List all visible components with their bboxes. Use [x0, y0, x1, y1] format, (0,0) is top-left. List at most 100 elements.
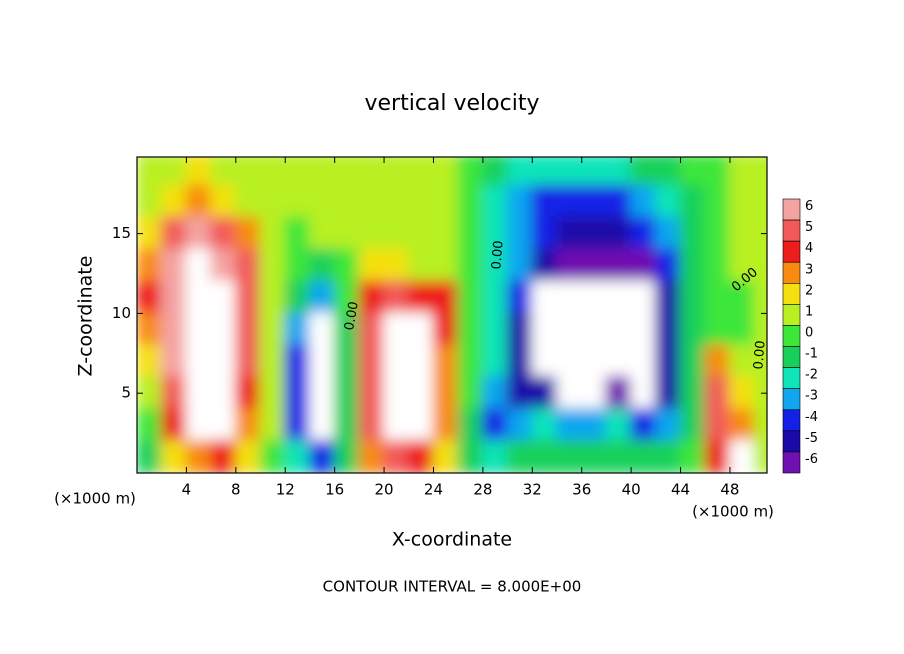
field-cell: [259, 344, 287, 379]
field-cell: [531, 216, 558, 251]
colorbar-label: 6: [805, 199, 813, 214]
field-cell: [481, 216, 509, 251]
field-cell: [630, 157, 657, 187]
field-cell: [407, 157, 435, 187]
field-cell: [432, 376, 460, 411]
field-cell: [160, 184, 188, 219]
field-cell: [630, 344, 657, 379]
field-cell: [160, 216, 188, 251]
field-cell: [160, 157, 188, 187]
field-cell: [383, 312, 410, 347]
field-cell: [432, 184, 460, 219]
field-cell: [481, 408, 509, 443]
colorbar-swatch: [782, 198, 801, 221]
field-cell: [605, 312, 633, 347]
field-cell: [704, 184, 731, 219]
field-cell: [185, 440, 213, 473]
field-cell: [259, 312, 287, 347]
field: [137, 157, 767, 473]
field-cell: [308, 344, 336, 379]
field-cell: [234, 440, 262, 473]
field-cell: [580, 440, 608, 473]
field-cell: [753, 184, 767, 219]
field-cell: [556, 184, 583, 219]
field-cell: [210, 344, 237, 379]
field-cell: [284, 184, 311, 219]
colorbar-label: -4: [805, 410, 818, 425]
field-cell: [407, 280, 435, 315]
field-cell: [383, 408, 410, 443]
field-cell: [185, 344, 213, 379]
field-cell: [605, 184, 633, 219]
field-cell: [506, 157, 534, 187]
x-tick-label: 8: [231, 481, 241, 499]
field-cell: [506, 344, 534, 379]
field-cell: [234, 280, 262, 315]
field-cell: [383, 157, 410, 187]
field-cell: [556, 216, 583, 251]
colorbar-label: 5: [805, 220, 813, 235]
field-cell: [308, 184, 336, 219]
field-cell: [284, 280, 311, 315]
field-cell: [506, 376, 534, 411]
field-cell: [210, 157, 237, 187]
field-cell: [259, 184, 287, 219]
field-cell: [605, 408, 633, 443]
contour-label: 0.00: [489, 240, 506, 270]
field-cell: [308, 248, 336, 283]
colorbar-label: -3: [805, 389, 818, 404]
field-cell: [654, 408, 682, 443]
colorbar-label: 2: [805, 283, 813, 298]
field-cell: [210, 440, 237, 473]
x-tick-label: 16: [325, 481, 344, 499]
field-cell: [704, 344, 731, 379]
field-cell: [654, 157, 682, 187]
field-cell: [556, 312, 583, 347]
contour-label: 0.00: [342, 300, 362, 331]
field-cell: [457, 280, 484, 315]
field-cell: [654, 184, 682, 219]
field-cell: [234, 312, 262, 347]
field-cell: [728, 248, 756, 283]
field-cell: [728, 184, 756, 219]
field-cell: [284, 408, 311, 443]
field-cell: [481, 280, 509, 315]
field-cell: [679, 184, 707, 219]
field-cell: [284, 216, 311, 251]
field-cell: [753, 312, 767, 347]
field-cell: [308, 408, 336, 443]
field-cell: [704, 248, 731, 283]
field-cell: [185, 280, 213, 315]
field-cell: [654, 312, 682, 347]
colorbar-swatch: [782, 388, 801, 411]
field-cell: [234, 157, 262, 187]
field-cell: [432, 312, 460, 347]
colorbar-swatch: [782, 430, 801, 453]
field-cell: [679, 376, 707, 411]
field-cell: [137, 344, 163, 379]
field-cell: [531, 312, 558, 347]
field-cell: [605, 216, 633, 251]
field-cell: [284, 157, 311, 187]
field-cell: [333, 344, 361, 379]
field-cell: [556, 408, 583, 443]
field-cell: [753, 440, 767, 473]
field-cell: [630, 248, 657, 283]
field-cell: [432, 157, 460, 187]
field-cell: [185, 408, 213, 443]
field-cell: [580, 157, 608, 187]
field-cell: [481, 376, 509, 411]
field-cell: [457, 184, 484, 219]
field-cell: [506, 248, 534, 283]
colorbar-swatch: [782, 451, 801, 474]
field-cell: [210, 248, 237, 283]
field-cell: [728, 376, 756, 411]
field-cell: [259, 248, 287, 283]
field-cell: [185, 376, 213, 411]
field-cell: [308, 216, 336, 251]
colorbar-swatch: [782, 409, 801, 432]
field-cell: [704, 440, 731, 473]
colorbar-label: 4: [805, 241, 813, 256]
field-cell: [531, 344, 558, 379]
plot-frame: [136, 156, 768, 474]
